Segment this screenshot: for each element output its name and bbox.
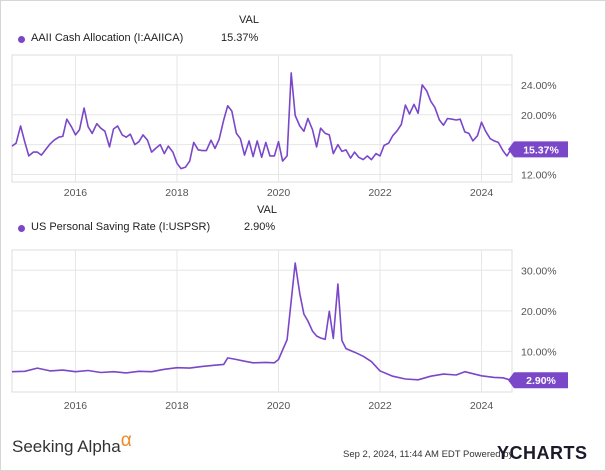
- x-tick-label: 2018: [165, 400, 189, 412]
- x-tick-label: 2016: [64, 400, 88, 412]
- chart-2: 10.00% 20.00% 30.00% 2016 2018 2020 2022 2024 2.…: [11, 249, 568, 412]
- series-value: 15.37%: [221, 32, 259, 44]
- series-name: AAII Cash Allocation (I:AAIICA): [31, 32, 184, 44]
- x-tick-label: 2020: [267, 400, 291, 412]
- series-value: 2.90%: [244, 221, 276, 233]
- y-tick-label: 30.00%: [521, 265, 557, 277]
- x-tick-label: 2022: [368, 400, 392, 412]
- plot-area: [11, 54, 513, 183]
- legend-val-header: VAL: [239, 14, 259, 26]
- last-value-tag: 2.90%: [508, 372, 568, 389]
- series-dot-icon: [18, 36, 25, 43]
- y-tick-label: 20.00%: [521, 110, 557, 122]
- x-tick-label: 2024: [470, 400, 494, 412]
- y-tick-label: 12.00%: [521, 170, 557, 182]
- x-tick-label: 2016: [64, 187, 88, 199]
- x-tick-label: 2024: [470, 187, 494, 199]
- series-line: [11, 72, 512, 170]
- last-value-label: 15.37%: [523, 144, 559, 156]
- alpha-icon: α: [120, 430, 132, 451]
- seeking-alpha-logo: Seeking Alphaα: [12, 430, 132, 458]
- footer-timestamp: Sep 2, 2024, 11:44 AM EDT Powered by: [343, 449, 514, 460]
- last-value-bg: [508, 141, 568, 158]
- last-value-tag: 15.37%: [508, 141, 568, 158]
- x-tick-label: 2018: [165, 187, 189, 199]
- y-tick-label: 24.00%: [521, 80, 557, 92]
- last-value-label: 2.90%: [526, 375, 556, 387]
- y-tick-label: 10.00%: [521, 346, 557, 358]
- x-tick-label: 2020: [267, 187, 291, 199]
- last-value-bg: [508, 372, 568, 389]
- y-tick-label: 20.00%: [521, 306, 557, 318]
- x-tick-label: 2022: [368, 187, 392, 199]
- ycharts-logo: YCHARTS: [497, 443, 588, 463]
- series-line: [11, 262, 512, 381]
- chart-1: 12.00%16.00%20.00%24.00%2016201820202022…: [11, 54, 568, 199]
- plot-area: [11, 249, 513, 393]
- series-dot-icon: [18, 225, 25, 232]
- brand-name: Seeking Alpha: [12, 437, 121, 456]
- series-name: US Personal Saving Rate (I:USPSR): [31, 221, 211, 233]
- legend-val-header: VAL: [257, 204, 277, 216]
